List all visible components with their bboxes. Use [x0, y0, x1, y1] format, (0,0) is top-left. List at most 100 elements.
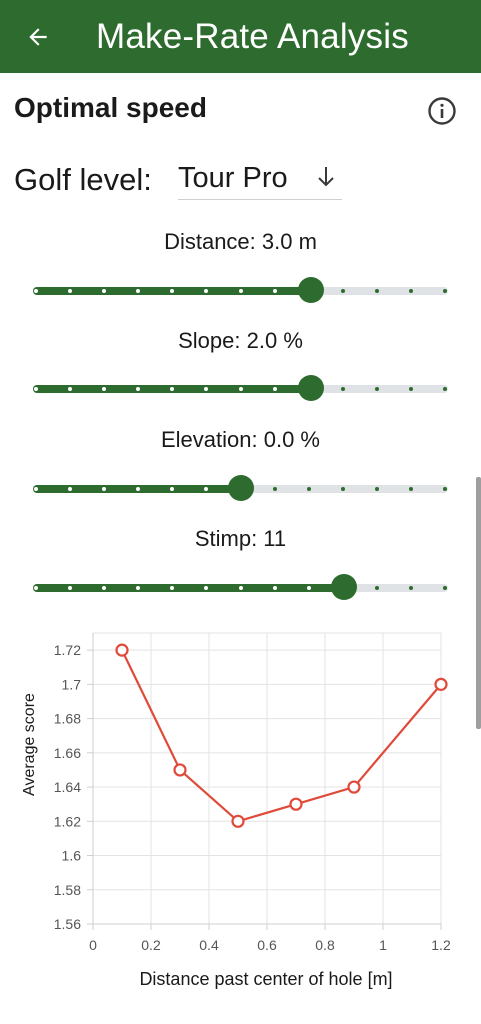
data-point — [289, 797, 303, 811]
slider-tick — [68, 487, 73, 491]
y-tick-label: 1.6 — [62, 848, 82, 864]
x-tick-label: 1.2 — [431, 937, 451, 953]
slider-thumb[interactable] — [298, 375, 325, 401]
slider-tick — [306, 487, 311, 491]
data-point — [173, 763, 187, 777]
x-tick-label: 0.8 — [315, 937, 335, 953]
y-tick-label: 1.58 — [54, 882, 81, 898]
slider-tick — [204, 586, 209, 590]
slider-tick — [136, 289, 141, 293]
golf-level-select[interactable]: Tour Pro — [178, 158, 342, 200]
slider-tick — [238, 586, 243, 590]
app-bar: Make-Rate Analysis — [0, 0, 481, 73]
slider-tick — [374, 586, 379, 590]
page-title: Make-Rate Analysis — [96, 16, 409, 56]
x-tick-label: 0.4 — [199, 937, 219, 953]
distance-slider-label: Distance: 3.0 m — [164, 229, 317, 254]
slider-tick — [102, 586, 107, 590]
y-axis-label: Average score — [21, 693, 38, 796]
slider-tick — [443, 289, 447, 293]
slider-tick — [340, 387, 345, 391]
slope-slider-label: Slope: 2.0 % — [178, 328, 303, 353]
series-line — [121, 649, 442, 823]
golf-level-row: Golf level: Tour Pro — [14, 158, 342, 202]
slider-tick — [136, 586, 141, 590]
info-button[interactable] — [427, 96, 457, 126]
slider-tick — [374, 387, 379, 391]
slider-tick — [374, 487, 379, 491]
arrow-left-icon — [29, 27, 47, 46]
elevation-slider[interactable] — [30, 474, 450, 504]
x-axis-label: Distance past center of hole [m] — [139, 969, 392, 989]
y-tick-label: 1.62 — [54, 813, 81, 829]
x-tick-label: 0.6 — [257, 937, 277, 953]
slider-tick — [374, 289, 379, 293]
slider-tick — [443, 487, 447, 491]
scrollbar[interactable] — [476, 477, 481, 729]
slider-tick — [306, 586, 311, 590]
slider-tick — [408, 387, 413, 391]
slider-tick — [272, 586, 277, 590]
y-tick-label: 1.64 — [54, 779, 81, 795]
x-tick-label: 0 — [89, 937, 97, 953]
slider-tick — [204, 487, 209, 491]
slider-tick — [408, 586, 413, 590]
golf-level-label: Golf level: — [14, 162, 152, 197]
y-tick-label: 1.56 — [54, 916, 81, 932]
slider-tick — [340, 487, 345, 491]
info-icon — [428, 97, 456, 125]
slider-tick — [238, 289, 243, 293]
slider-thumb[interactable] — [331, 574, 358, 600]
slider-tick — [34, 289, 38, 293]
slider-tick — [34, 487, 38, 491]
arrow-down-icon — [318, 167, 334, 187]
stimp-slider-label: Stimp: 11 — [194, 526, 287, 551]
slope-slider[interactable] — [30, 374, 450, 404]
y-tick-label: 1.72 — [54, 642, 81, 658]
stimp-slider[interactable] — [30, 573, 450, 603]
slider-tick — [34, 387, 38, 391]
slider-tick — [102, 487, 107, 491]
slider-tick — [136, 387, 141, 391]
elevation-slider-label: Elevation: 0.0 % — [161, 427, 320, 452]
slider-tick — [34, 586, 38, 590]
slider-tick — [170, 289, 175, 293]
slider-tick — [204, 289, 209, 293]
score-chart: 0 0.2 0.4 0.6 0.8 1 1.2 1.56 1.58 1.6 1.62 1.64 1.66… — [0, 615, 481, 1024]
slider-tick — [68, 387, 73, 391]
data-point — [434, 677, 448, 691]
back-button[interactable] — [0, 0, 76, 73]
slider-tick — [408, 487, 413, 491]
slider-tick — [102, 289, 107, 293]
slider-tick — [272, 289, 277, 293]
data-point — [115, 643, 129, 657]
x-tick-label: 0.2 — [141, 937, 161, 953]
slider-tick — [170, 387, 175, 391]
slider-tick — [102, 387, 107, 391]
y-tick-label: 1.7 — [62, 676, 82, 692]
golf-level-value: Tour Pro — [178, 162, 288, 194]
y-tick-label: 1.68 — [54, 711, 81, 727]
slider-tick — [136, 487, 141, 491]
score-chart-svg: 0 0.2 0.4 0.6 0.8 1 1.2 1.56 1.58 1.6 1.62 1.64 1.66… — [21, 632, 451, 989]
slider-tick — [272, 487, 277, 491]
slider-tick — [340, 289, 345, 293]
section-title: Optimal speed — [14, 92, 207, 123]
slider-tick — [204, 387, 209, 391]
slider-tick — [68, 289, 73, 293]
data-point — [231, 814, 245, 828]
x-tick-label: 1 — [379, 937, 387, 953]
slider-tick — [238, 387, 243, 391]
distance-slider[interactable] — [30, 276, 450, 306]
slider-tick — [272, 387, 277, 391]
y-tick-label: 1.66 — [54, 745, 81, 761]
data-point — [347, 780, 361, 794]
slider-tick — [68, 586, 73, 590]
slider-tick — [408, 289, 413, 293]
slider-thumb[interactable] — [298, 277, 325, 303]
slider-tick — [443, 387, 447, 391]
slider-tick — [443, 586, 447, 590]
slider-active-track — [33, 584, 345, 592]
slider-tick — [170, 586, 175, 590]
slider-thumb[interactable] — [227, 475, 254, 501]
